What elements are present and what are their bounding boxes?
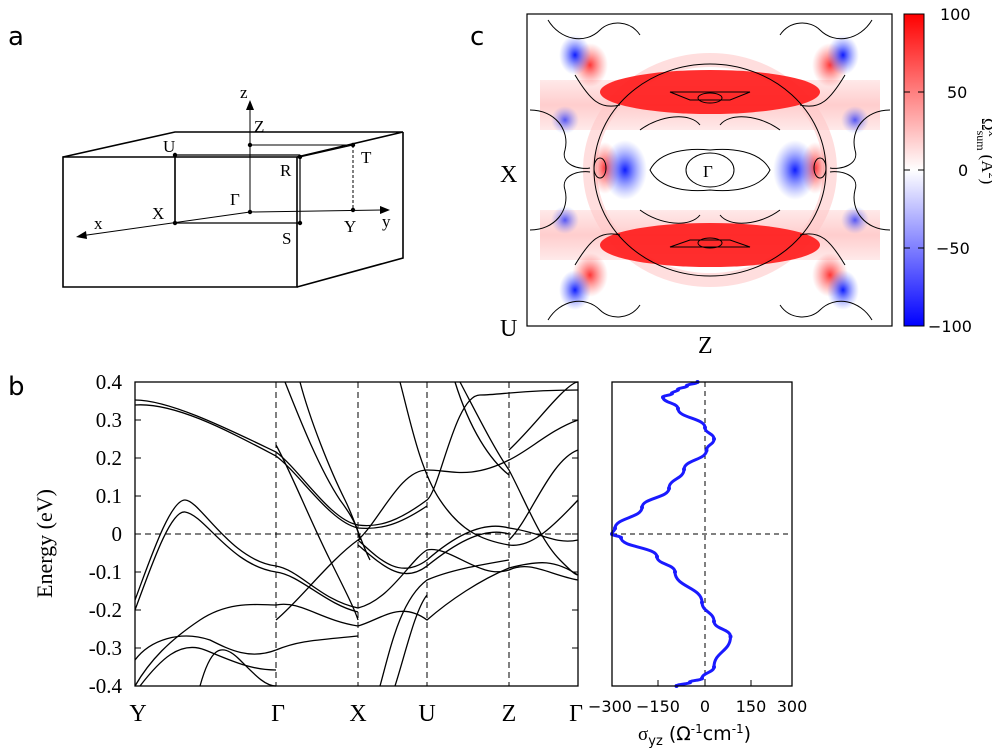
conductivity-point	[704, 448, 709, 453]
bz-point-U: U	[163, 137, 175, 156]
cond-xtick-300: 300	[777, 697, 808, 716]
band-line	[357, 531, 510, 575]
conductivity-point	[619, 535, 623, 540]
bz-point-S: S	[282, 229, 291, 248]
band-ytick-0.2: 0.2	[96, 446, 122, 470]
band-line	[199, 649, 277, 687]
conductivity-plot	[610, 380, 793, 688]
bz-axis-y: y	[382, 212, 391, 231]
band-structure-plot	[134, 381, 579, 687]
k-label-Y: Y	[129, 701, 146, 727]
cond-xtick-minus300: −300	[588, 697, 632, 716]
band-ytick-0: 0	[112, 522, 123, 546]
band-line	[508, 449, 579, 541]
conductivity-point	[613, 526, 617, 531]
map-label-U: U	[500, 316, 517, 342]
colorbar-label: Ωxsum(Å2)	[974, 118, 992, 184]
conductivity-point	[728, 634, 733, 639]
conductivity-point	[712, 619, 716, 624]
map-label-Gamma: Γ	[703, 162, 713, 181]
conductivity-point	[640, 505, 644, 510]
band-line	[399, 381, 579, 546]
colorbar-tick-0: 0	[958, 161, 968, 180]
colorbar-tick-minus50: −50	[936, 239, 970, 258]
band-ytick-0.1: 0.1	[96, 484, 122, 508]
band-ytick-minus0.2: -0.2	[89, 598, 122, 622]
bz-point-Gamma: Γ	[230, 190, 240, 209]
colorbar: 100 50 0 −50 −100 Ωxsum(Å2)	[903, 5, 992, 336]
panel-letter-a: a	[8, 22, 24, 52]
band-ylabel: Energy (eV)	[32, 489, 57, 598]
conductivity-point	[676, 406, 680, 411]
cond-xtick-0: 0	[700, 697, 710, 716]
cond-xtick-150: 150	[736, 697, 767, 716]
cond-xlabel: σyz (Ω-1cm-1)	[638, 722, 751, 749]
band-ytick-minus0.3: -0.3	[89, 636, 122, 660]
conductivity-point	[670, 391, 674, 396]
bz-point-R: R	[280, 161, 292, 180]
band-line	[379, 559, 510, 687]
k-label-Z: Z	[502, 701, 517, 727]
k-label-Gamma-2: Γ	[569, 701, 583, 727]
cond-xtick-minus150: −150	[636, 697, 680, 716]
k-label-Gamma-1: Γ	[271, 701, 285, 727]
map-label-Z: Z	[698, 333, 713, 359]
panel-letter-c: c	[470, 22, 484, 52]
conductivity-point	[688, 680, 692, 685]
colorbar-tick-50: 50	[947, 83, 967, 102]
conductivity-point	[700, 676, 704, 681]
colorbar-tick-100: 100	[940, 5, 971, 24]
bz-axis-z: z	[240, 83, 248, 102]
band-line	[275, 444, 359, 621]
bz-axis-x: x	[94, 214, 103, 233]
conductivity-point	[703, 425, 707, 430]
conductivity-point	[673, 570, 677, 574]
band-line	[394, 594, 428, 687]
high-symmetry-guides	[135, 382, 578, 686]
bz-right-face	[296, 132, 404, 288]
conductivity-point	[712, 437, 716, 441]
colorbar-tick-minus100: −100	[928, 317, 972, 336]
band-line	[134, 562, 579, 687]
k-label-U: U	[418, 701, 435, 727]
conductivity-point	[685, 383, 689, 388]
band-line	[139, 646, 277, 687]
band-line	[134, 511, 359, 613]
panel-letter-b: b	[8, 372, 25, 402]
bz-point-X: X	[152, 204, 164, 223]
conductivity-point	[661, 395, 665, 400]
band-line	[459, 381, 579, 576]
band-line	[134, 635, 359, 661]
band-line	[508, 381, 579, 451]
conductivity-point	[676, 387, 680, 392]
conductivity-point	[655, 554, 659, 559]
conductivity-point	[700, 600, 704, 605]
k-label-X: X	[349, 701, 366, 727]
band-ytick-0.3: 0.3	[96, 408, 122, 432]
map-label-X: X	[500, 162, 517, 188]
berry-curvature-map	[526, 13, 893, 327]
conductivity-point	[712, 665, 716, 669]
band-line	[134, 389, 579, 527]
conductivity-point	[667, 486, 671, 491]
band-line	[134, 499, 579, 609]
band-line	[357, 525, 579, 569]
brillouin-zone-diagram	[62, 100, 404, 288]
band-line	[284, 381, 361, 541]
conductivity-point	[682, 467, 686, 472]
band-line	[299, 381, 371, 561]
bz-point-Z: Z	[254, 117, 264, 136]
bz-point-T: T	[361, 148, 372, 167]
bz-point-Y: Y	[344, 217, 356, 236]
band-ytick-0.4: 0.4	[96, 370, 123, 394]
band-line	[454, 381, 510, 476]
band-line	[134, 404, 428, 530]
band-ytick-minus0.1: -0.1	[89, 560, 122, 584]
band-ytick-minus0.4: -0.4	[89, 674, 123, 698]
band-line	[275, 419, 579, 621]
